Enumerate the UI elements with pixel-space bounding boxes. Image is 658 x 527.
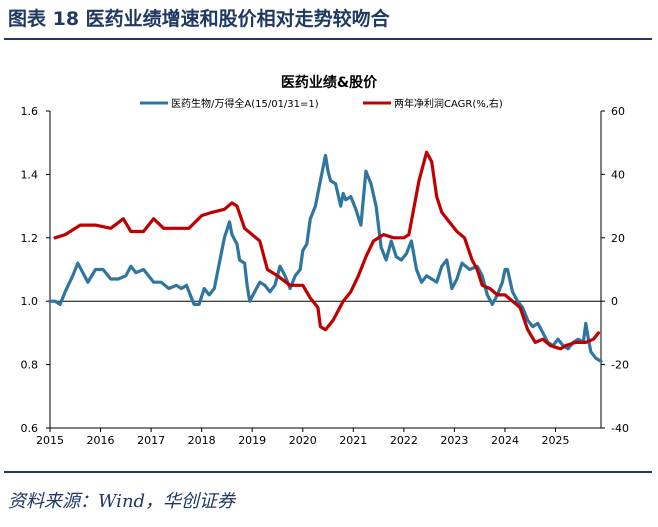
y-left-tick-label: 1.0 (21, 295, 39, 308)
y-right-tick-label: -20 (611, 359, 629, 372)
y-right-tick-label: -40 (611, 422, 629, 435)
y-left-tick-label: 1.2 (21, 232, 39, 245)
source-rule (4, 471, 652, 473)
chart-title: 医药业绩&股价 (281, 74, 378, 91)
figure-source: 资料来源：Wind，华创证券 (8, 491, 236, 512)
legend-label-price: 医药生物/万得全A(15/01/31=1) (171, 97, 319, 110)
x-tick-label: 2020 (289, 434, 317, 447)
line-chart: 医药业绩&股价 医药生物/万得全A(15/01/31=1) 两年净利润CAGR(… (21, 74, 629, 447)
y-left-tick-label: 0.6 (21, 422, 39, 435)
x-tick-label: 2025 (542, 434, 570, 447)
figure-title: 图表 18 医药业绩增速和股价相对走势较吻合 (8, 8, 390, 30)
y-right-tick-label: 60 (611, 105, 625, 118)
y-left-tick-label: 0.8 (21, 359, 39, 372)
y-right-tick-label: 0 (611, 295, 618, 308)
x-tick-label: 2021 (339, 434, 367, 447)
x-tick-label: 2017 (137, 434, 165, 447)
x-tick-label: 2022 (390, 434, 418, 447)
series-layer (48, 150, 603, 363)
figure-header: 图表 18 医药业绩增速和股价相对走势较吻合 (0, 0, 658, 36)
x-tick-label: 2016 (87, 434, 115, 447)
x-tick-label: 2018 (188, 434, 216, 447)
y-right-tick-label: 20 (611, 232, 625, 245)
axes: 0.6 0.8 1.0 1.2 1.4 1.6 -40 -20 0 20 40 60 2015 2016 2… (21, 105, 629, 447)
y-left-tick-label: 1.6 (21, 105, 39, 118)
x-tick-label: 2019 (238, 434, 266, 447)
legend: 医药生物/万得全A(15/01/31=1) 两年净利润CAGR(%,右) (140, 97, 503, 110)
x-tick-label: 2015 (36, 434, 64, 447)
series-line-profit-cagr (53, 150, 601, 351)
x-tick-label: 2023 (440, 434, 468, 447)
series-line-price-ratio (48, 153, 603, 363)
y-right-tick-label: 40 (611, 168, 625, 181)
y-left-tick-label: 1.4 (21, 168, 39, 181)
x-tick-label: 2024 (491, 434, 519, 447)
legend-label-growth: 两年净利润CAGR(%,右) (394, 97, 503, 110)
title-rule (4, 38, 652, 40)
